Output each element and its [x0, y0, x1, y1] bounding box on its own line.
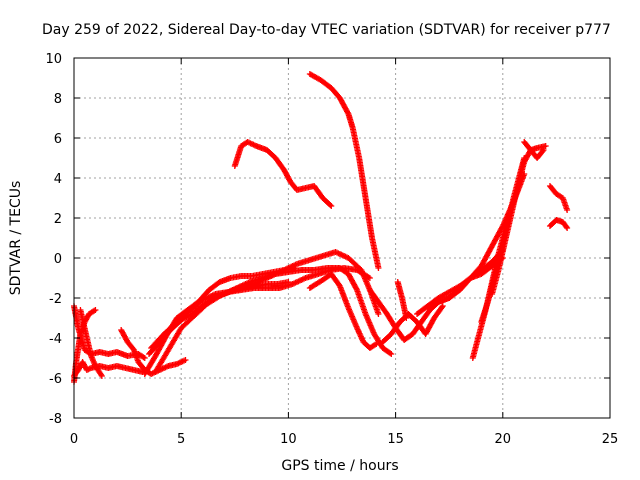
- y-tick-label: 6: [54, 132, 62, 147]
- y-tick-label: 4: [54, 172, 62, 187]
- data-point: [564, 207, 571, 213]
- series-arc-n: [394, 279, 410, 321]
- data-point: [344, 109, 351, 116]
- data-point: [439, 303, 446, 309]
- data-point: [373, 341, 380, 347]
- series-arc-d: [77, 307, 105, 379]
- data-point: [140, 354, 147, 361]
- x-tick-label: 20: [495, 432, 512, 447]
- x-tick-label: 25: [602, 432, 619, 447]
- data-point: [182, 357, 189, 363]
- x-tick-label: 10: [280, 432, 297, 447]
- data-layer: [71, 71, 571, 385]
- data-point: [387, 350, 394, 357]
- tick-layer: 0 5 10 15 20 25 -8 -6 -4 -2 0 2 4 6 8 10: [45, 52, 618, 447]
- y-tick-label: -2: [49, 292, 62, 307]
- data-point: [91, 307, 98, 314]
- y-tick-label: -4: [49, 332, 62, 347]
- series-arc-y: [306, 71, 382, 271]
- data-point: [327, 202, 334, 208]
- data-point: [141, 355, 148, 361]
- data-point: [403, 315, 410, 321]
- y-tick-label: 10: [45, 52, 62, 67]
- series-arc-v: [546, 183, 571, 213]
- y-tick-label: 0: [54, 252, 62, 267]
- data-point: [353, 285, 360, 292]
- data-point: [372, 341, 379, 348]
- series-arc-u: [521, 139, 547, 161]
- y-tick-label: 2: [54, 212, 62, 227]
- series-arc-x: [231, 139, 335, 209]
- data-point: [375, 265, 382, 271]
- plot-frame: [73, 57, 611, 419]
- data-point: [92, 307, 99, 313]
- data-point: [375, 311, 382, 317]
- data-point: [539, 148, 546, 155]
- data-point: [563, 223, 570, 230]
- y-tick-label: -8: [49, 412, 62, 427]
- data-point: [540, 147, 547, 153]
- x-axis-label: GPS time / hours: [281, 458, 398, 474]
- data-point: [328, 203, 335, 209]
- data-point: [564, 225, 571, 231]
- y-tick-label: 8: [54, 92, 62, 107]
- data-point: [98, 371, 105, 378]
- y-tick-label: -6: [49, 372, 62, 387]
- series-arc-t: [489, 143, 549, 297]
- x-tick-label: 5: [177, 432, 185, 447]
- data-point: [542, 143, 549, 149]
- data-point: [438, 304, 445, 311]
- series-arc-k: [306, 271, 380, 351]
- series-arc-w: [546, 217, 571, 231]
- data-point: [388, 351, 395, 357]
- chart-title: Day 259 of 2022, Sidereal Day-to-day VTE…: [42, 22, 611, 38]
- x-tick-label: 15: [387, 432, 404, 447]
- series-arc-j: [221, 265, 395, 357]
- x-tick-label: 0: [70, 432, 78, 447]
- y-axis-label: SDTVAR / TECUs: [8, 181, 24, 296]
- data-point: [98, 373, 105, 379]
